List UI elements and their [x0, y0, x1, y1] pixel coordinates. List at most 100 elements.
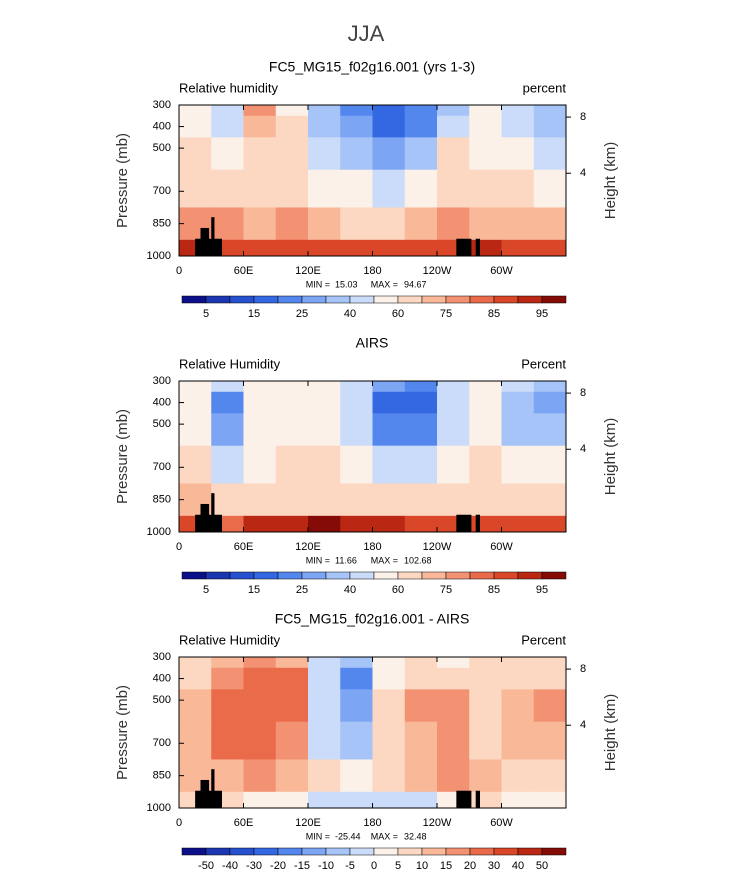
colorbar-box [349, 571, 375, 580]
field-cell [308, 515, 341, 533]
field-cell [501, 667, 535, 690]
field-cell [533, 791, 567, 809]
field-cell [437, 483, 470, 517]
colorbar-label: 25 [296, 308, 308, 320]
field-cell [501, 137, 535, 171]
field-cell [275, 721, 309, 760]
field-cell [211, 137, 244, 171]
field-cell [211, 169, 244, 208]
colorbar-label: -40 [222, 860, 238, 872]
field-cell [469, 689, 502, 723]
y2-axis-label: Height (km) [602, 694, 619, 772]
field-cell [437, 381, 470, 393]
topography [211, 493, 215, 532]
field-cell [501, 689, 535, 723]
topography [200, 227, 210, 256]
field-cell [275, 115, 309, 138]
y2-axis-label: Height (km) [602, 418, 619, 496]
field-cell [469, 391, 502, 414]
field-cell [533, 105, 567, 117]
field-cell [533, 391, 567, 414]
colorbar-box [229, 295, 255, 304]
x-tick-label: 120W [423, 541, 452, 553]
colorbar-label: 10 [416, 860, 428, 872]
field-cell [275, 759, 309, 793]
field-cell [340, 115, 373, 138]
colorbar-box [349, 847, 375, 856]
y-tick-label: 400 [153, 120, 171, 132]
field-cell [275, 689, 309, 723]
field-cell [211, 391, 244, 414]
y-tick-label: 400 [153, 672, 171, 684]
x-tick-label: 0 [176, 817, 182, 829]
colorbar-label: 40 [512, 860, 524, 872]
field-cell [211, 445, 244, 484]
field-cell [437, 137, 470, 171]
field-cell [211, 667, 244, 690]
field-cell [533, 657, 567, 669]
field-cell [533, 381, 567, 393]
field-cell [179, 657, 212, 669]
field-cell [501, 759, 535, 793]
colorbar-label: 15 [248, 308, 260, 320]
y-tick-label: 500 [153, 694, 171, 706]
field-cell [501, 483, 535, 517]
field-cell [404, 483, 438, 517]
field-cell [372, 207, 406, 241]
field-cell [404, 207, 438, 241]
colorbar-box [181, 847, 207, 856]
field-cell [308, 115, 341, 138]
field-cell [469, 721, 502, 760]
field-cell [404, 115, 438, 138]
y2-tick-label: 8 [580, 387, 586, 399]
colorbar-label: -5 [345, 860, 355, 872]
field-cell [275, 445, 309, 484]
field-cell [404, 169, 438, 208]
field-cell [211, 381, 244, 393]
field-cell [437, 657, 470, 669]
colorbar-box [541, 571, 567, 580]
field-cell [179, 169, 212, 208]
field-cell [404, 105, 438, 117]
field-cell [275, 667, 309, 690]
x-tick-label: 180 [363, 541, 381, 553]
field-cell [340, 657, 373, 669]
field-cell [275, 381, 309, 393]
field-cell [404, 239, 438, 257]
y2-axis-label: Height (km) [602, 142, 619, 220]
field-cell [501, 115, 535, 138]
field-cell [469, 515, 502, 533]
colorbar-label: -50 [198, 860, 214, 872]
x-tick-label: 120W [423, 817, 452, 829]
field-cell [308, 381, 341, 393]
colorbar-box [493, 847, 519, 856]
max-label: MAX = [371, 555, 398, 565]
colorbar-label: 95 [536, 584, 548, 596]
field-cell [404, 413, 438, 447]
field-cell [211, 759, 244, 793]
field-cell [340, 667, 373, 690]
field-cell [243, 759, 277, 793]
field-cell [179, 445, 212, 484]
colorbar-box [541, 295, 567, 304]
panel-title: FC5_MG15_f02g16.001 (yrs 1-3) [269, 59, 475, 75]
colorbar-box [325, 295, 351, 304]
field-cell [372, 721, 406, 760]
x-tick-label: 60W [490, 541, 513, 553]
field-cell [340, 515, 373, 533]
field-cell [340, 137, 373, 171]
field-cell [308, 791, 341, 809]
field-cell [404, 791, 438, 809]
field-cell [501, 515, 535, 533]
colorbar-label: 85 [488, 308, 500, 320]
topography [211, 217, 215, 256]
field-cell [469, 381, 502, 393]
field-cell [275, 483, 309, 517]
field-cell [533, 721, 567, 760]
colorbar-box [397, 295, 423, 304]
colorbar-box [229, 571, 255, 580]
y-tick-label: 700 [153, 185, 171, 197]
min-value: -25.44 [335, 831, 361, 841]
field-cell [211, 657, 244, 669]
field-cell [211, 483, 244, 517]
